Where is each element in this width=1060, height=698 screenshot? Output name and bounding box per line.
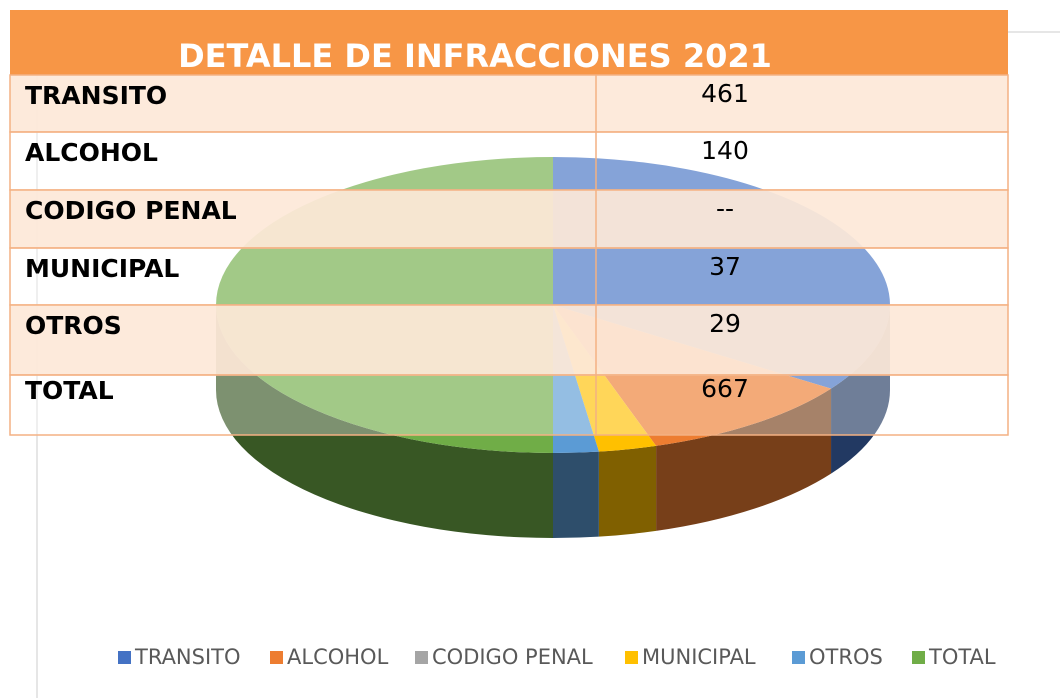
legend-label: ALCOHOL bbox=[287, 645, 389, 669]
legend-label: CODIGO PENAL bbox=[432, 645, 593, 669]
row-label: TRANSITO bbox=[25, 81, 167, 110]
title: DETALLE DE INFRACCIONES 2021 bbox=[178, 37, 772, 75]
table-row bbox=[9, 304, 1009, 376]
legend: TRANSITO ALCOHOL CODIGO PENAL MUNICIPAL OTRO… bbox=[118, 645, 996, 669]
legend-swatch bbox=[912, 651, 925, 664]
legend-label: TOTAL bbox=[928, 645, 996, 669]
legend-swatch bbox=[625, 651, 638, 664]
legend-swatch bbox=[270, 651, 283, 664]
row-value: 461 bbox=[701, 79, 749, 108]
pie-side bbox=[656, 388, 832, 531]
pie-side bbox=[831, 305, 890, 474]
legend-swatch bbox=[118, 651, 131, 664]
table-row bbox=[9, 131, 1009, 191]
pie-side bbox=[216, 305, 553, 538]
row-label: CODIGO PENAL bbox=[25, 196, 237, 225]
legend-swatch bbox=[415, 651, 428, 664]
row-label: MUNICIPAL bbox=[25, 254, 179, 283]
legend-label: MUNICIPAL bbox=[642, 645, 756, 669]
legend-label: TRANSITO bbox=[134, 645, 241, 669]
legend-swatch bbox=[792, 651, 805, 664]
row-label: ALCOHOL bbox=[25, 138, 158, 167]
row-label: OTROS bbox=[25, 311, 122, 340]
row-value: -- bbox=[716, 194, 734, 223]
header-band bbox=[10, 10, 1008, 75]
legend-label: OTROS bbox=[809, 645, 883, 669]
pie-side bbox=[598, 445, 657, 537]
pie-side bbox=[553, 451, 599, 538]
row-label: TOTAL bbox=[25, 376, 114, 405]
row-value: 140 bbox=[701, 136, 749, 165]
row-value: 667 bbox=[701, 374, 749, 403]
table: DETALLE DE INFRACCIONES 2021 TRANSITO 461… bbox=[9, 10, 1009, 436]
row-value: 37 bbox=[709, 252, 741, 281]
row-value: 29 bbox=[709, 309, 741, 338]
table-row bbox=[9, 374, 1009, 436]
